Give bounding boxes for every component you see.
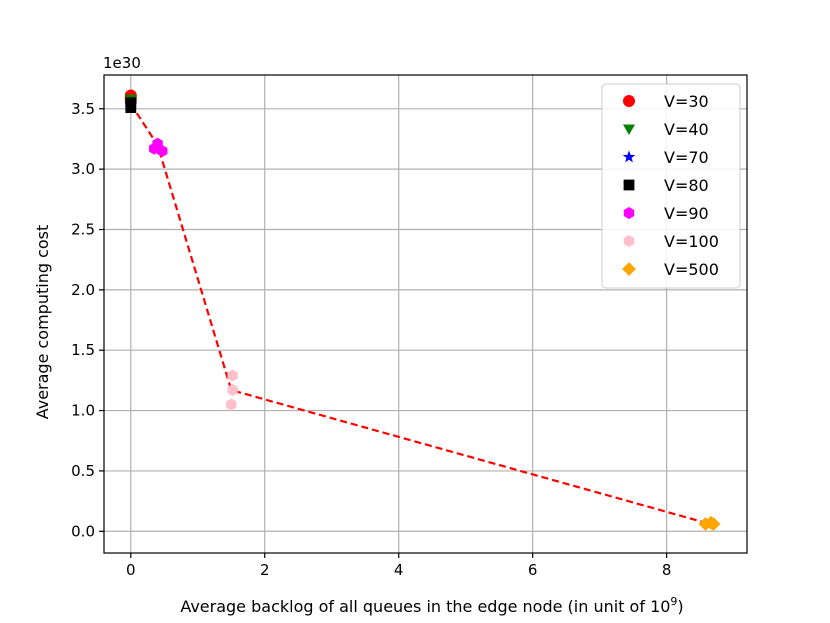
x-tick-label: 0 [126, 561, 136, 579]
y-axis-label: Average computing cost [33, 225, 52, 420]
axis-ticks: 0 2 4 6 8 0.0 0.5 1.0 1.5 2.0 2.5 3.0 3.5 [71, 100, 671, 579]
x-axis-label-main: Average backlog of all queues in the edg… [180, 597, 670, 616]
legend-marker [623, 179, 635, 191]
y-tick-label: 2.5 [71, 221, 95, 239]
y-tick-label: 3.0 [71, 160, 95, 178]
x-tick-label: 8 [662, 561, 672, 579]
x-axis-label: Average backlog of all queues in the edg… [180, 595, 683, 616]
legend-entry-label: V=30 [664, 92, 709, 111]
legend-entry-label: V=90 [664, 204, 709, 223]
x-tick-label: 6 [528, 561, 538, 579]
data-point-V=500 [706, 517, 721, 531]
data-point-V=100 [227, 384, 238, 397]
y-offset-label: 1e30 [103, 54, 141, 72]
legend-marker [623, 124, 635, 135]
legend-entry-label: V=100 [664, 232, 719, 251]
data-point-V=100 [227, 369, 238, 382]
x-tick-label: 2 [260, 561, 270, 579]
legend-entry-label: V=70 [664, 148, 709, 167]
legend-marker [622, 150, 636, 163]
trend-line-group [129, 103, 711, 526]
y-tick-label: 1.5 [71, 341, 95, 359]
y-tick-label: 0.0 [71, 522, 95, 540]
y-tick-label: 3.5 [71, 100, 95, 118]
x-axis-label-end: ) [677, 597, 683, 616]
legend-entry-label: V=80 [664, 176, 709, 195]
y-tick-label: 0.5 [71, 462, 95, 480]
data-point-V=100 [226, 398, 237, 411]
legend-box [601, 83, 741, 289]
x-axis-label-sup: 9 [670, 595, 677, 608]
trend-line [129, 103, 711, 526]
legend-entry-label: V=500 [664, 260, 719, 279]
x-tick-label: 4 [394, 561, 404, 579]
legend: V=30 V=40 V=70 V=80 V=90 V=100 V=500 [601, 83, 741, 289]
legend-entry-label: V=40 [664, 120, 709, 139]
y-tick-label: 2.0 [71, 281, 95, 299]
legend-marker [623, 207, 635, 219]
data-point-V=80 [125, 102, 137, 113]
data-point-V=90 [157, 145, 168, 158]
y-tick-label: 1.0 [71, 402, 95, 420]
data-points [124, 89, 721, 531]
legend-marker [623, 235, 635, 247]
plot-frame [103, 74, 748, 554]
legend-marker [622, 262, 636, 276]
legend-marker [623, 95, 635, 107]
